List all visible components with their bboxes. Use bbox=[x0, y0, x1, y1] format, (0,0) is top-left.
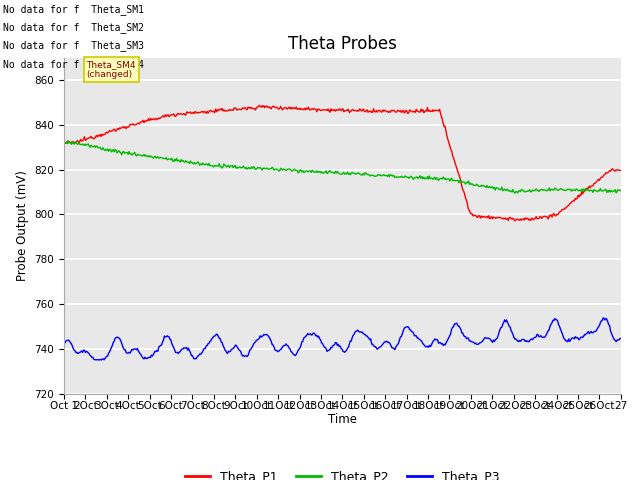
Legend: Theta_P1, Theta_P2, Theta_P3: Theta_P1, Theta_P2, Theta_P3 bbox=[180, 465, 505, 480]
Text: No data for f  Theta_SM2: No data for f Theta_SM2 bbox=[3, 22, 144, 33]
Text: Theta_SM4
(changed): Theta_SM4 (changed) bbox=[86, 60, 136, 79]
Text: No data for f  Theta_SM3: No data for f Theta_SM3 bbox=[3, 40, 144, 51]
Text: No data for f  Theta_SM4: No data for f Theta_SM4 bbox=[3, 59, 144, 70]
Text: No data for f  Theta_SM1: No data for f Theta_SM1 bbox=[3, 4, 144, 15]
Y-axis label: Probe Output (mV): Probe Output (mV) bbox=[16, 170, 29, 281]
Title: Theta Probes: Theta Probes bbox=[288, 35, 397, 53]
X-axis label: Time: Time bbox=[328, 413, 357, 426]
